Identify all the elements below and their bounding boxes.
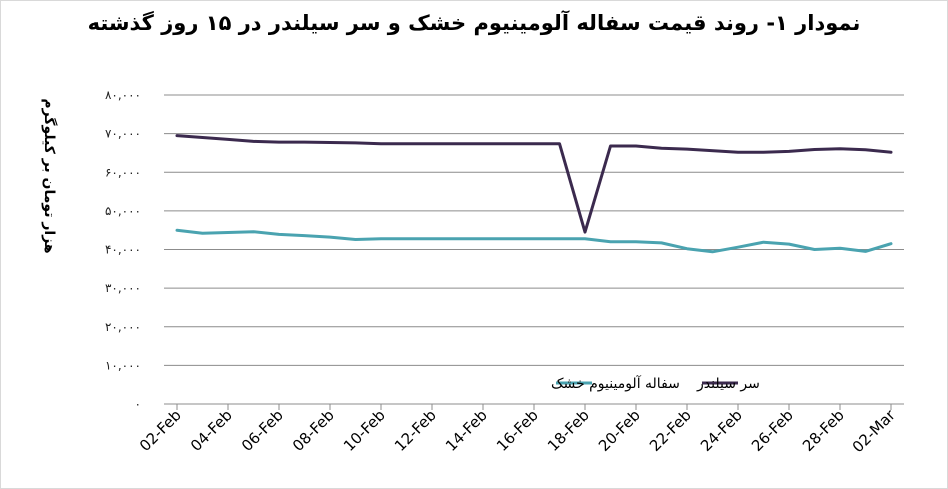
x-tick-label: 06-Feb: [238, 406, 287, 455]
series-lines: [175, 134, 893, 254]
x-axis-ticks: 02-Feb 04-Feb 06-Feb 08-Feb 10-Feb 12-Feb 14-F…: [136, 404, 899, 456]
legend: سر سیلندر سفاله آلومینیوم خشک: [551, 375, 760, 392]
x-tick-label: 10-Feb: [340, 406, 389, 455]
x-tick-label: 14-Feb: [442, 406, 491, 455]
y-tick-label: ۵۰,۰۰۰: [105, 204, 141, 218]
y-tick-label: ۴۰,۰۰۰: [105, 243, 141, 257]
y-tick-label: ۸۰,۰۰۰: [105, 88, 141, 102]
y-axis-ticks: ۰ ۱۰,۰۰۰ ۲۰,۰۰۰ ۳۰,۰۰۰ ۴۰,۰۰۰ ۵۰,۰۰۰ ۶۰,۰۰۰ ۷۰,…: [105, 88, 141, 411]
y-tick-label: ۲۰,۰۰۰: [105, 320, 141, 334]
legend-label: سر سیلندر: [696, 376, 760, 392]
x-tick-label: 20-Feb: [595, 406, 644, 455]
legend-label: سفاله آلومینیوم خشک: [551, 375, 680, 392]
x-tick-label: 18-Feb: [544, 406, 593, 455]
x-tick-label: 02-Mar: [849, 406, 900, 457]
x-tick-label: 28-Feb: [799, 406, 848, 455]
y-tick-label: ۶۰,۰۰۰: [105, 165, 141, 179]
x-tick-label: 24-Feb: [697, 406, 746, 455]
y-tick-label: ۷۰,۰۰۰: [105, 127, 141, 141]
gridlines: [164, 94, 904, 366]
x-tick-label: 16-Feb: [493, 406, 542, 455]
y-tick-label: ۱۰,۰۰۰: [105, 358, 141, 372]
x-tick-label: 08-Feb: [289, 406, 338, 455]
x-tick-label: 02-Feb: [136, 406, 185, 455]
y-tick-label: ۰: [135, 397, 141, 411]
x-tick-label: 22-Feb: [646, 406, 695, 455]
series-line: [175, 134, 893, 234]
x-tick-label: 04-Feb: [187, 406, 236, 455]
chart-title: نمودار ۱- روند قیمت سفاله آلومینیوم خشک …: [87, 11, 861, 35]
series-line: [175, 228, 893, 254]
x-tick-label: 12-Feb: [391, 406, 440, 455]
x-tick-label: 26-Feb: [748, 406, 797, 455]
y-tick-label: ۳۰,۰۰۰: [105, 281, 141, 295]
